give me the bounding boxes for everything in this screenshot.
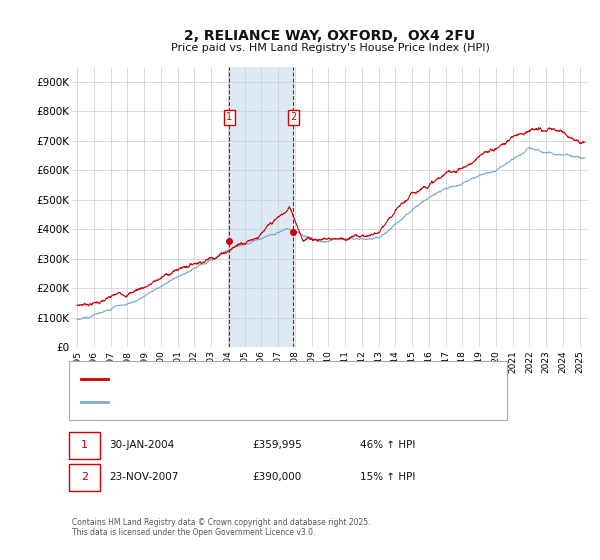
Text: 15% ↑ HPI: 15% ↑ HPI (360, 472, 415, 482)
Text: £359,995: £359,995 (252, 440, 302, 450)
Text: 23-NOV-2007: 23-NOV-2007 (109, 472, 179, 482)
Text: 30-JAN-2004: 30-JAN-2004 (109, 440, 175, 450)
Text: HPI: Average price, semi-detached house, Oxford: HPI: Average price, semi-detached house,… (114, 398, 337, 407)
Bar (229, 67, 293, 347)
Text: Contains HM Land Registry data © Crown copyright and database right 2025.
This d: Contains HM Land Registry data © Crown c… (72, 518, 371, 538)
Text: 2: 2 (290, 113, 296, 122)
Text: Price paid vs. HM Land Registry's House Price Index (HPI): Price paid vs. HM Land Registry's House … (170, 43, 490, 53)
Text: 1: 1 (226, 113, 232, 122)
Text: 2: 2 (81, 472, 88, 482)
Text: 2, RELIANCE WAY, OXFORD,  OX4 2FU: 2, RELIANCE WAY, OXFORD, OX4 2FU (184, 29, 476, 44)
Text: £390,000: £390,000 (252, 472, 301, 482)
Text: 2, RELIANCE WAY, OXFORD, OX4 2FU (semi-detached house): 2, RELIANCE WAY, OXFORD, OX4 2FU (semi-d… (114, 375, 386, 384)
Text: 1: 1 (81, 440, 88, 450)
Text: 46% ↑ HPI: 46% ↑ HPI (360, 440, 415, 450)
